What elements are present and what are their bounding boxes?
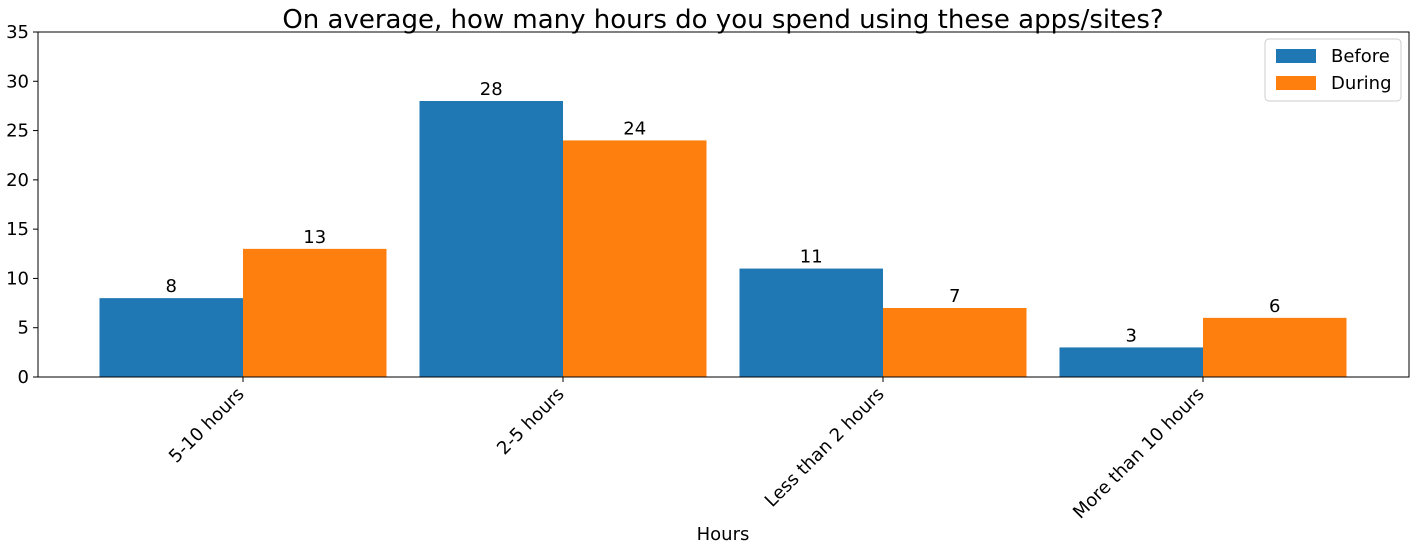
plot-area: 8 13 28 24 11 7 3 6 0 5 10 15 20 25 30 35 5-10 hours 2-5 …	[6, 22, 1410, 523]
x-tick-label: Less than 2 hours	[761, 384, 889, 512]
bar-during-3	[883, 308, 1027, 377]
data-label-during-3: 7	[949, 286, 960, 307]
x-axis-label: Hours	[697, 524, 750, 545]
legend: Before During	[1264, 38, 1402, 102]
y-tick-label: 25	[6, 121, 29, 142]
data-label-before-4: 3	[1126, 325, 1137, 346]
legend-swatch-during	[1276, 76, 1316, 90]
y-tick-label: 0	[18, 367, 29, 388]
bar-before-4	[1059, 347, 1203, 377]
bar-before-1	[99, 298, 243, 377]
plot-frame	[37, 31, 1410, 378]
chart-title: On average, how many hours do you spend …	[282, 5, 1163, 35]
y-tick-label: 15	[6, 219, 29, 240]
legend-swatch-before	[1276, 49, 1316, 63]
legend-label-before: Before	[1331, 46, 1390, 67]
y-tick-label: 5	[18, 318, 29, 339]
data-label-before-2: 28	[480, 79, 503, 100]
bar-during-1	[243, 248, 387, 377]
bar-during-4	[1203, 317, 1347, 377]
data-label-before-3: 11	[800, 247, 823, 268]
legend-label-during: During	[1331, 73, 1392, 94]
bar-before-3	[739, 268, 883, 377]
y-tick-label: 35	[6, 22, 29, 43]
data-label-during-2: 24	[623, 118, 646, 139]
data-label-before-1: 8	[166, 276, 177, 297]
y-tick-label: 30	[6, 71, 29, 92]
x-tick-label: 2-5 hours	[493, 384, 568, 459]
y-tick-label: 20	[6, 170, 29, 191]
data-label-during-1: 13	[303, 227, 326, 248]
y-tick-label: 10	[6, 268, 29, 289]
bar-during-2	[563, 140, 707, 377]
bar-before-2	[419, 101, 563, 377]
data-label-during-4: 6	[1269, 296, 1280, 317]
x-tick-label: More than 10 hours	[1069, 384, 1208, 523]
x-tick-label: 5-10 hours	[165, 384, 249, 468]
